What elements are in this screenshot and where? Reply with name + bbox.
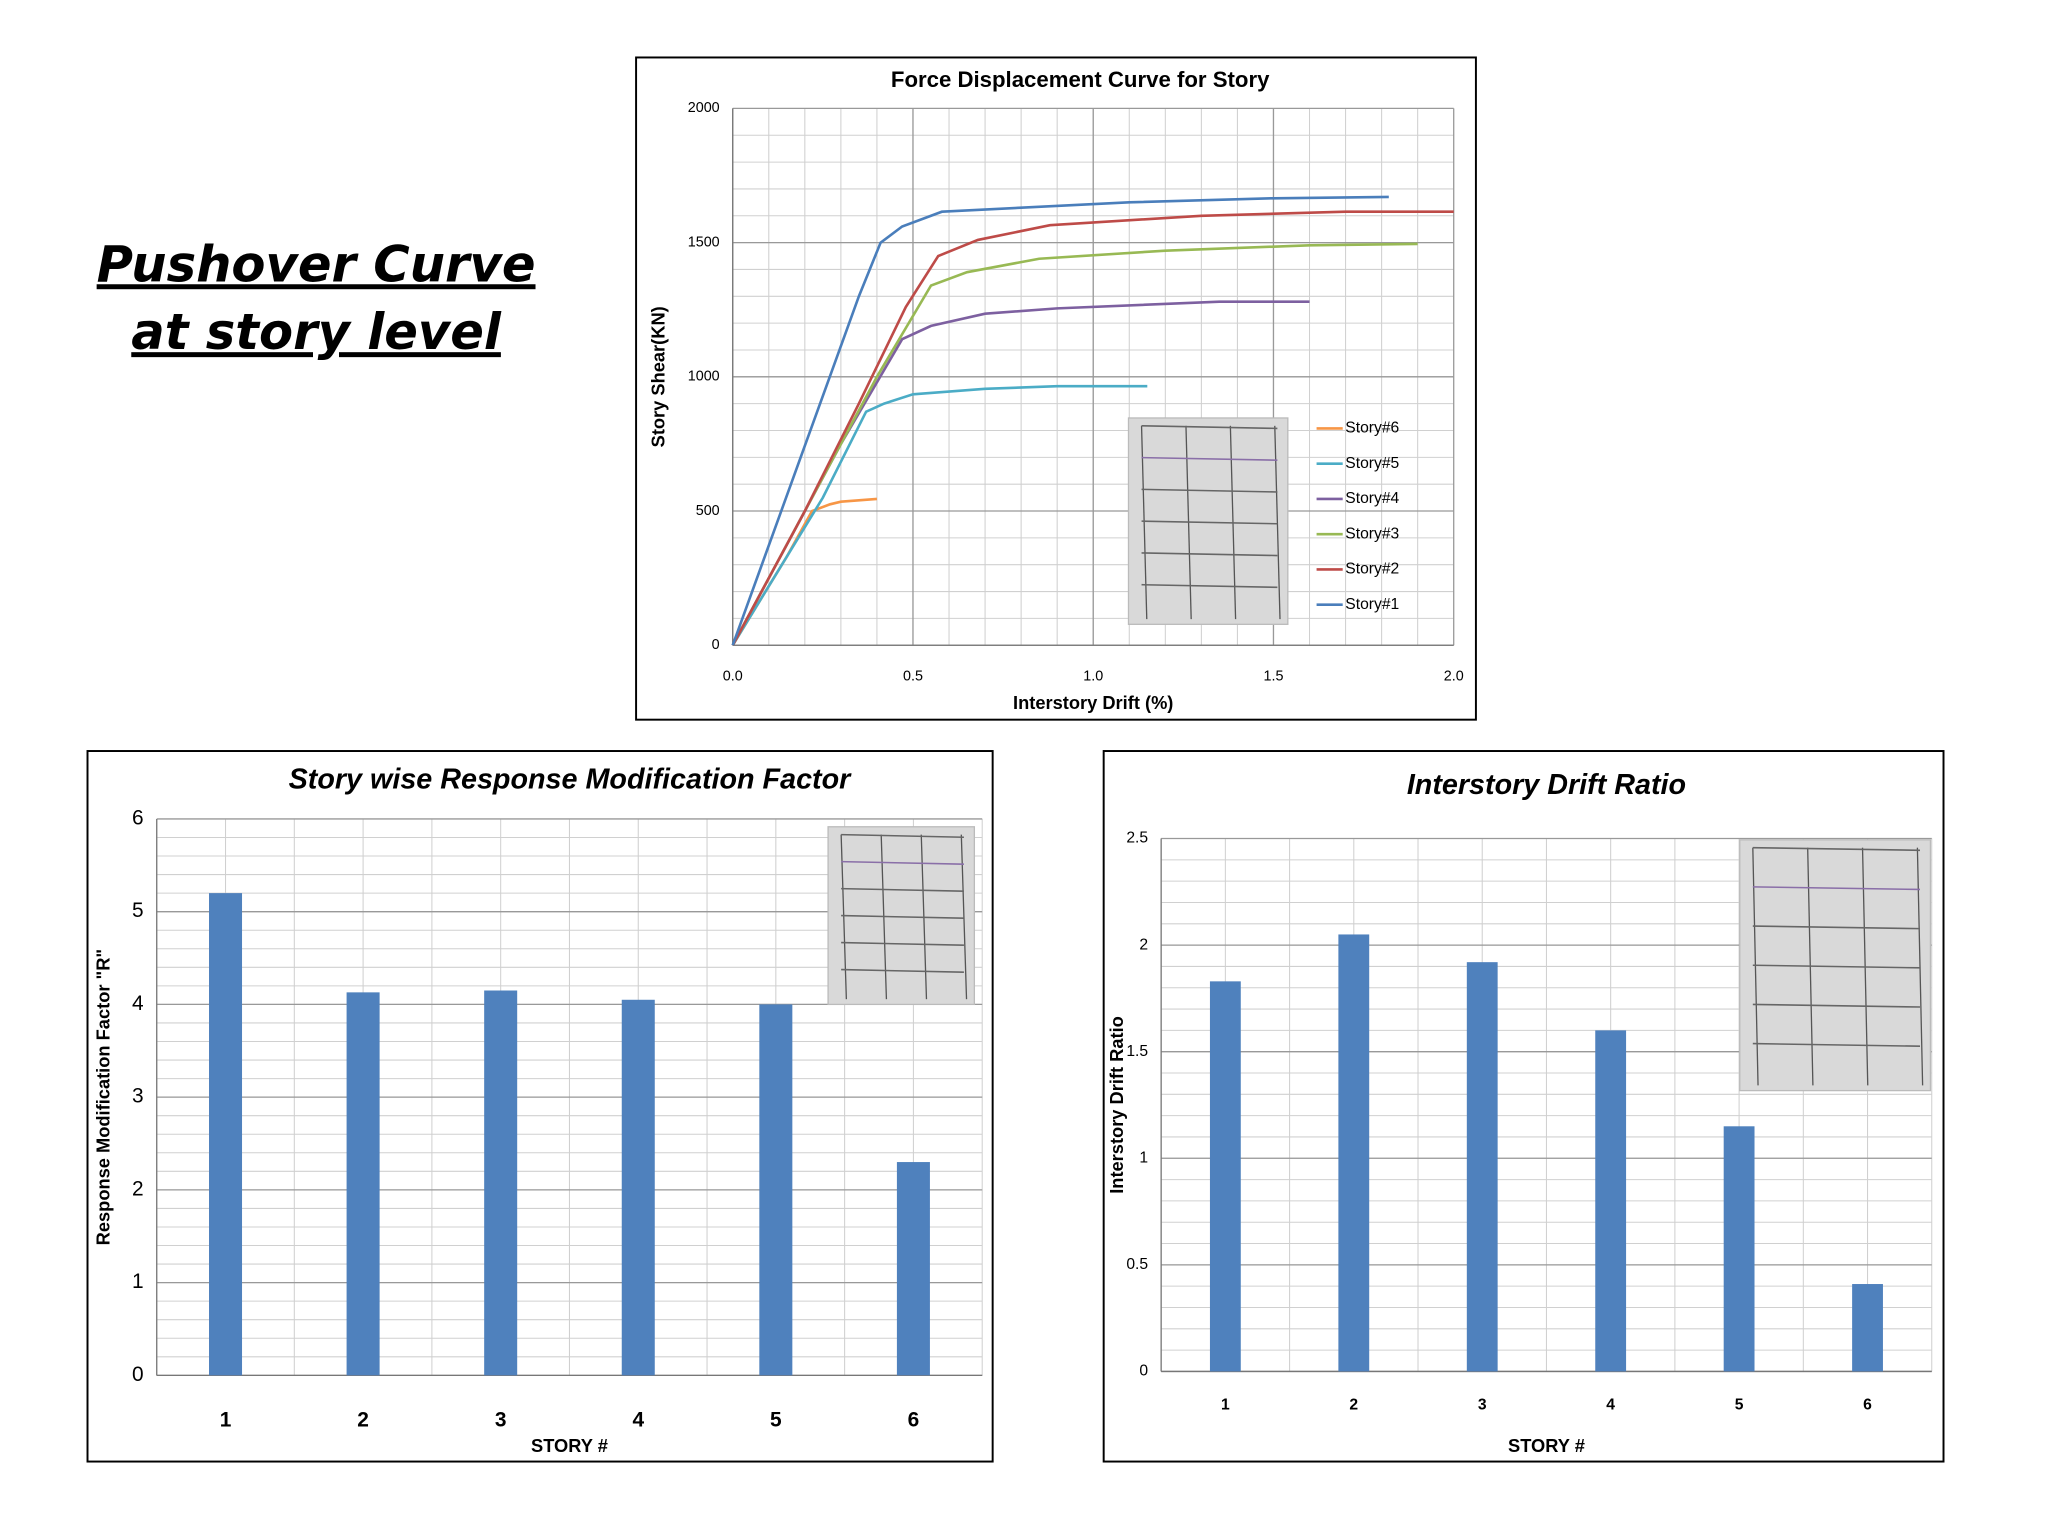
- y-tick-label: 0: [132, 1363, 144, 1386]
- y-tick-label: 1.5: [1126, 1043, 1148, 1060]
- data-line: [731, 195, 1389, 646]
- inset-column: [960, 834, 968, 1000]
- x-tick-label: 0.5: [903, 668, 923, 684]
- y-tick-label: 0.5: [1126, 1256, 1148, 1273]
- y-tick-label: 2: [1139, 936, 1148, 953]
- inset-beam: [841, 860, 964, 866]
- x-tick-label: 6: [908, 1409, 920, 1432]
- y-axis-label: Story Shear(KN): [647, 306, 668, 447]
- bar: [484, 990, 518, 1376]
- inset-beam: [841, 914, 964, 919]
- bar: [1723, 1126, 1755, 1372]
- x-axis-label: STORY #: [531, 1435, 608, 1456]
- bar: [1852, 1284, 1883, 1372]
- inset-beam: [1752, 964, 1921, 969]
- y-axis-label: Interstory Drift Ratio: [1106, 1016, 1127, 1194]
- inset-beam: [1752, 846, 1921, 852]
- legend-label: Story#3: [1345, 525, 1399, 542]
- data-line: [731, 242, 1418, 646]
- bar: [1338, 934, 1370, 1372]
- x-tick-label: 5: [1735, 1397, 1744, 1414]
- chart-title: Interstory Drift Ratio: [1407, 769, 1686, 801]
- chart-title: Story wise Response Modification Factor: [289, 764, 853, 796]
- data-line: [731, 210, 1454, 646]
- x-tick-label: 2.0: [1444, 668, 1464, 684]
- heading-line: Pushover Curve: [97, 235, 536, 293]
- x-axis-label: Interstory Drift (%): [1013, 692, 1173, 713]
- x-tick-label: 1.5: [1263, 668, 1283, 684]
- y-tick-label: 1: [132, 1270, 144, 1293]
- bar: [1209, 981, 1241, 1372]
- y-tick-label: 3: [132, 1085, 144, 1108]
- y-tick-label: 5: [132, 899, 144, 922]
- inset-beam: [841, 968, 964, 973]
- bar: [346, 992, 380, 1376]
- inset-beam: [841, 833, 964, 839]
- x-tick-label: 6: [1863, 1397, 1872, 1414]
- x-tick-label: 0.0: [723, 668, 743, 684]
- x-tick-label: 1: [1221, 1397, 1230, 1414]
- bar: [896, 1162, 930, 1376]
- y-tick-label: 6: [132, 806, 144, 829]
- y-tick-label: 0: [1139, 1363, 1148, 1380]
- inset-beam: [1141, 425, 1278, 430]
- inset-beam: [1141, 583, 1278, 589]
- y-tick-label: 2000: [688, 100, 720, 116]
- bar: [759, 1004, 793, 1376]
- x-tick-label: 4: [1606, 1397, 1615, 1414]
- inset-beam: [1752, 1003, 1921, 1008]
- y-axis-label: Response Modification Factor "R": [92, 949, 113, 1245]
- bar: [621, 999, 655, 1376]
- x-axis-label: STORY #: [1508, 1435, 1585, 1456]
- inset-beam: [841, 941, 964, 946]
- heading-line: at story level: [131, 303, 502, 361]
- inset-beam: [1752, 1042, 1921, 1047]
- chart-title: Force Displacement Curve for Story: [891, 67, 1270, 92]
- inset-beam: [1141, 488, 1278, 493]
- bar: [1595, 1030, 1627, 1372]
- legend-label: Story#5: [1345, 455, 1399, 472]
- inset-column: [1274, 425, 1281, 620]
- legend-label: Story#6: [1345, 420, 1399, 437]
- y-tick-label: 2: [132, 1177, 144, 1200]
- inset-beam: [1141, 456, 1278, 461]
- data-line: [731, 384, 1148, 646]
- x-tick-label: 3: [1478, 1397, 1487, 1414]
- bar: [1466, 962, 1498, 1372]
- y-tick-label: 4: [132, 992, 144, 1015]
- legend-label: Story#1: [1345, 596, 1399, 613]
- x-tick-label: 3: [495, 1409, 507, 1432]
- inset-beam: [1752, 886, 1921, 891]
- inset-beam: [841, 887, 964, 892]
- inset-beam: [1141, 552, 1278, 557]
- x-tick-label: 5: [770, 1409, 782, 1432]
- x-tick-label: 1: [220, 1409, 232, 1432]
- y-tick-label: 1: [1139, 1149, 1148, 1166]
- bar: [209, 893, 243, 1376]
- inset-column: [1916, 847, 1924, 1086]
- y-tick-label: 2.5: [1126, 830, 1148, 847]
- y-tick-label: 0: [712, 637, 720, 653]
- y-tick-label: 500: [696, 503, 720, 519]
- x-tick-label: 1.0: [1083, 668, 1103, 684]
- y-tick-label: 1000: [688, 369, 720, 385]
- inset-beam: [1141, 520, 1278, 525]
- y-tick-label: 1500: [688, 234, 720, 250]
- x-tick-label: 4: [632, 1409, 644, 1432]
- inset-beam: [1752, 925, 1921, 930]
- x-tick-label: 2: [1349, 1397, 1358, 1414]
- x-tick-label: 2: [357, 1409, 369, 1432]
- legend-label: Story#2: [1345, 561, 1399, 578]
- legend-label: Story#4: [1345, 490, 1399, 507]
- chart-frame: [635, 56, 1477, 721]
